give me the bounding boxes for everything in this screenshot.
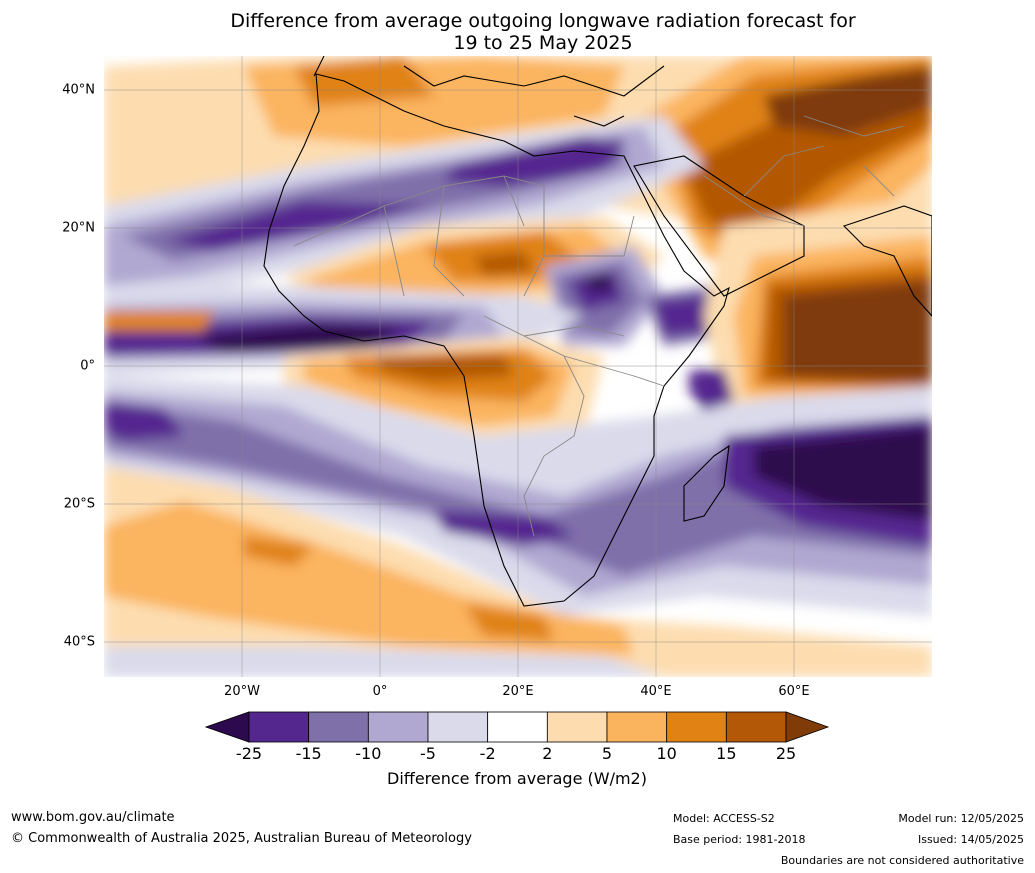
- title-line-2: 19 to 25 May 2025: [453, 32, 633, 54]
- europe-coastline: [313, 56, 665, 127]
- colorbar-tick-label: 15: [716, 744, 737, 763]
- colorbar-tick-label: -2: [479, 744, 496, 763]
- colorbar-tick-label: -5: [420, 744, 436, 763]
- colorbar-tick-label: 25: [775, 744, 797, 763]
- anomaly-region: [474, 251, 534, 276]
- anomaly-region: [374, 354, 514, 381]
- anomaly-region: [584, 274, 614, 292]
- anomaly-region: [104, 401, 184, 441]
- anomaly-region: [689, 368, 734, 411]
- colorbar-swatch: [725, 711, 787, 743]
- anomaly-region: [104, 311, 214, 331]
- anomaly-region: [294, 56, 434, 106]
- graticule: [104, 56, 932, 677]
- arabia-coastline: [633, 155, 805, 297]
- anomaly-region: [654, 296, 709, 336]
- africa-coastline: [263, 73, 730, 607]
- lon-label-40e: 40°E: [640, 684, 672, 699]
- footer-site: www.bom.gov.au/climate: [11, 810, 175, 825]
- lat-label-20n: 20°N: [62, 220, 95, 236]
- anomaly-region: [104, 401, 932, 576]
- colorbar-extend-low: [204, 711, 250, 743]
- footer-model: Model: ACCESS-S2: [673, 812, 775, 825]
- footer-copyright: © Commonwealth of Australia 2025, Austra…: [11, 831, 472, 846]
- anomaly-region: [194, 324, 404, 352]
- colorbar-tick-label: -10: [355, 744, 382, 763]
- coastlines: [263, 56, 932, 607]
- colorbar-swatch: [427, 711, 489, 743]
- border: [483, 315, 665, 537]
- lon-label-60e: 60°E: [778, 684, 810, 699]
- anomaly-region: [244, 536, 314, 566]
- colorbar-tick-label: -25: [235, 744, 263, 763]
- footer-issued: Issued: 14/05/2025: [917, 833, 1024, 846]
- map-title: Difference from average outgoing longwav…: [104, 10, 982, 54]
- country-borders: [293, 115, 905, 537]
- colorbar-tick-label: -15: [295, 744, 322, 763]
- colorbar-swatch: [308, 711, 369, 743]
- lon-label-0: 0°: [372, 684, 388, 699]
- lat-label-40n: 40°N: [62, 82, 95, 98]
- colorbar-svg: [204, 711, 830, 743]
- anomaly-region: [784, 281, 932, 381]
- map-canvas: [104, 56, 932, 677]
- india-coastline: [842, 205, 932, 317]
- border: [293, 175, 635, 297]
- colorbar-swatch: [546, 711, 608, 743]
- footer-model-run: Model run: 12/05/2025: [898, 812, 1024, 825]
- lat-label-equator: 0°: [80, 358, 95, 374]
- colorbar-swatch: [666, 711, 727, 743]
- lon-label-20w: 20°W: [224, 684, 260, 699]
- anomaly-region: [444, 136, 624, 186]
- colorbar-tick-label: 10: [656, 744, 677, 763]
- colorbar-tick-label: 2: [542, 744, 553, 763]
- anomaly-region: [464, 604, 554, 641]
- footer-boundaries: Boundaries are not considered authoritat…: [780, 854, 1024, 867]
- colorbar-tick-label: 5: [601, 744, 613, 763]
- lon-label-20e: 20°E: [502, 684, 534, 699]
- colorbar-swatch: [367, 711, 429, 743]
- footer-base-period: Base period: 1981-2018: [673, 833, 806, 846]
- olr-anomaly-map: [104, 56, 932, 677]
- madagascar-coastline: [683, 444, 730, 522]
- colorbar-swatch: [487, 711, 548, 743]
- colorbar-label: Difference from average (W/m2): [387, 769, 647, 788]
- colorbar-swatch: [248, 711, 310, 743]
- lat-label-20s: 20°S: [63, 496, 95, 512]
- colorbar: [204, 711, 830, 747]
- lat-label-40s: 40°S: [63, 634, 95, 650]
- anomaly-region: [754, 426, 932, 521]
- anomaly-region: [104, 646, 664, 677]
- anomaly-region: [764, 66, 932, 136]
- colorbar-swatch: [606, 711, 668, 743]
- anomaly-region: [434, 511, 574, 546]
- border: [703, 115, 905, 227]
- colorbar-extend-high: [785, 711, 830, 743]
- title-line-1: Difference from average outgoing longwav…: [230, 10, 856, 32]
